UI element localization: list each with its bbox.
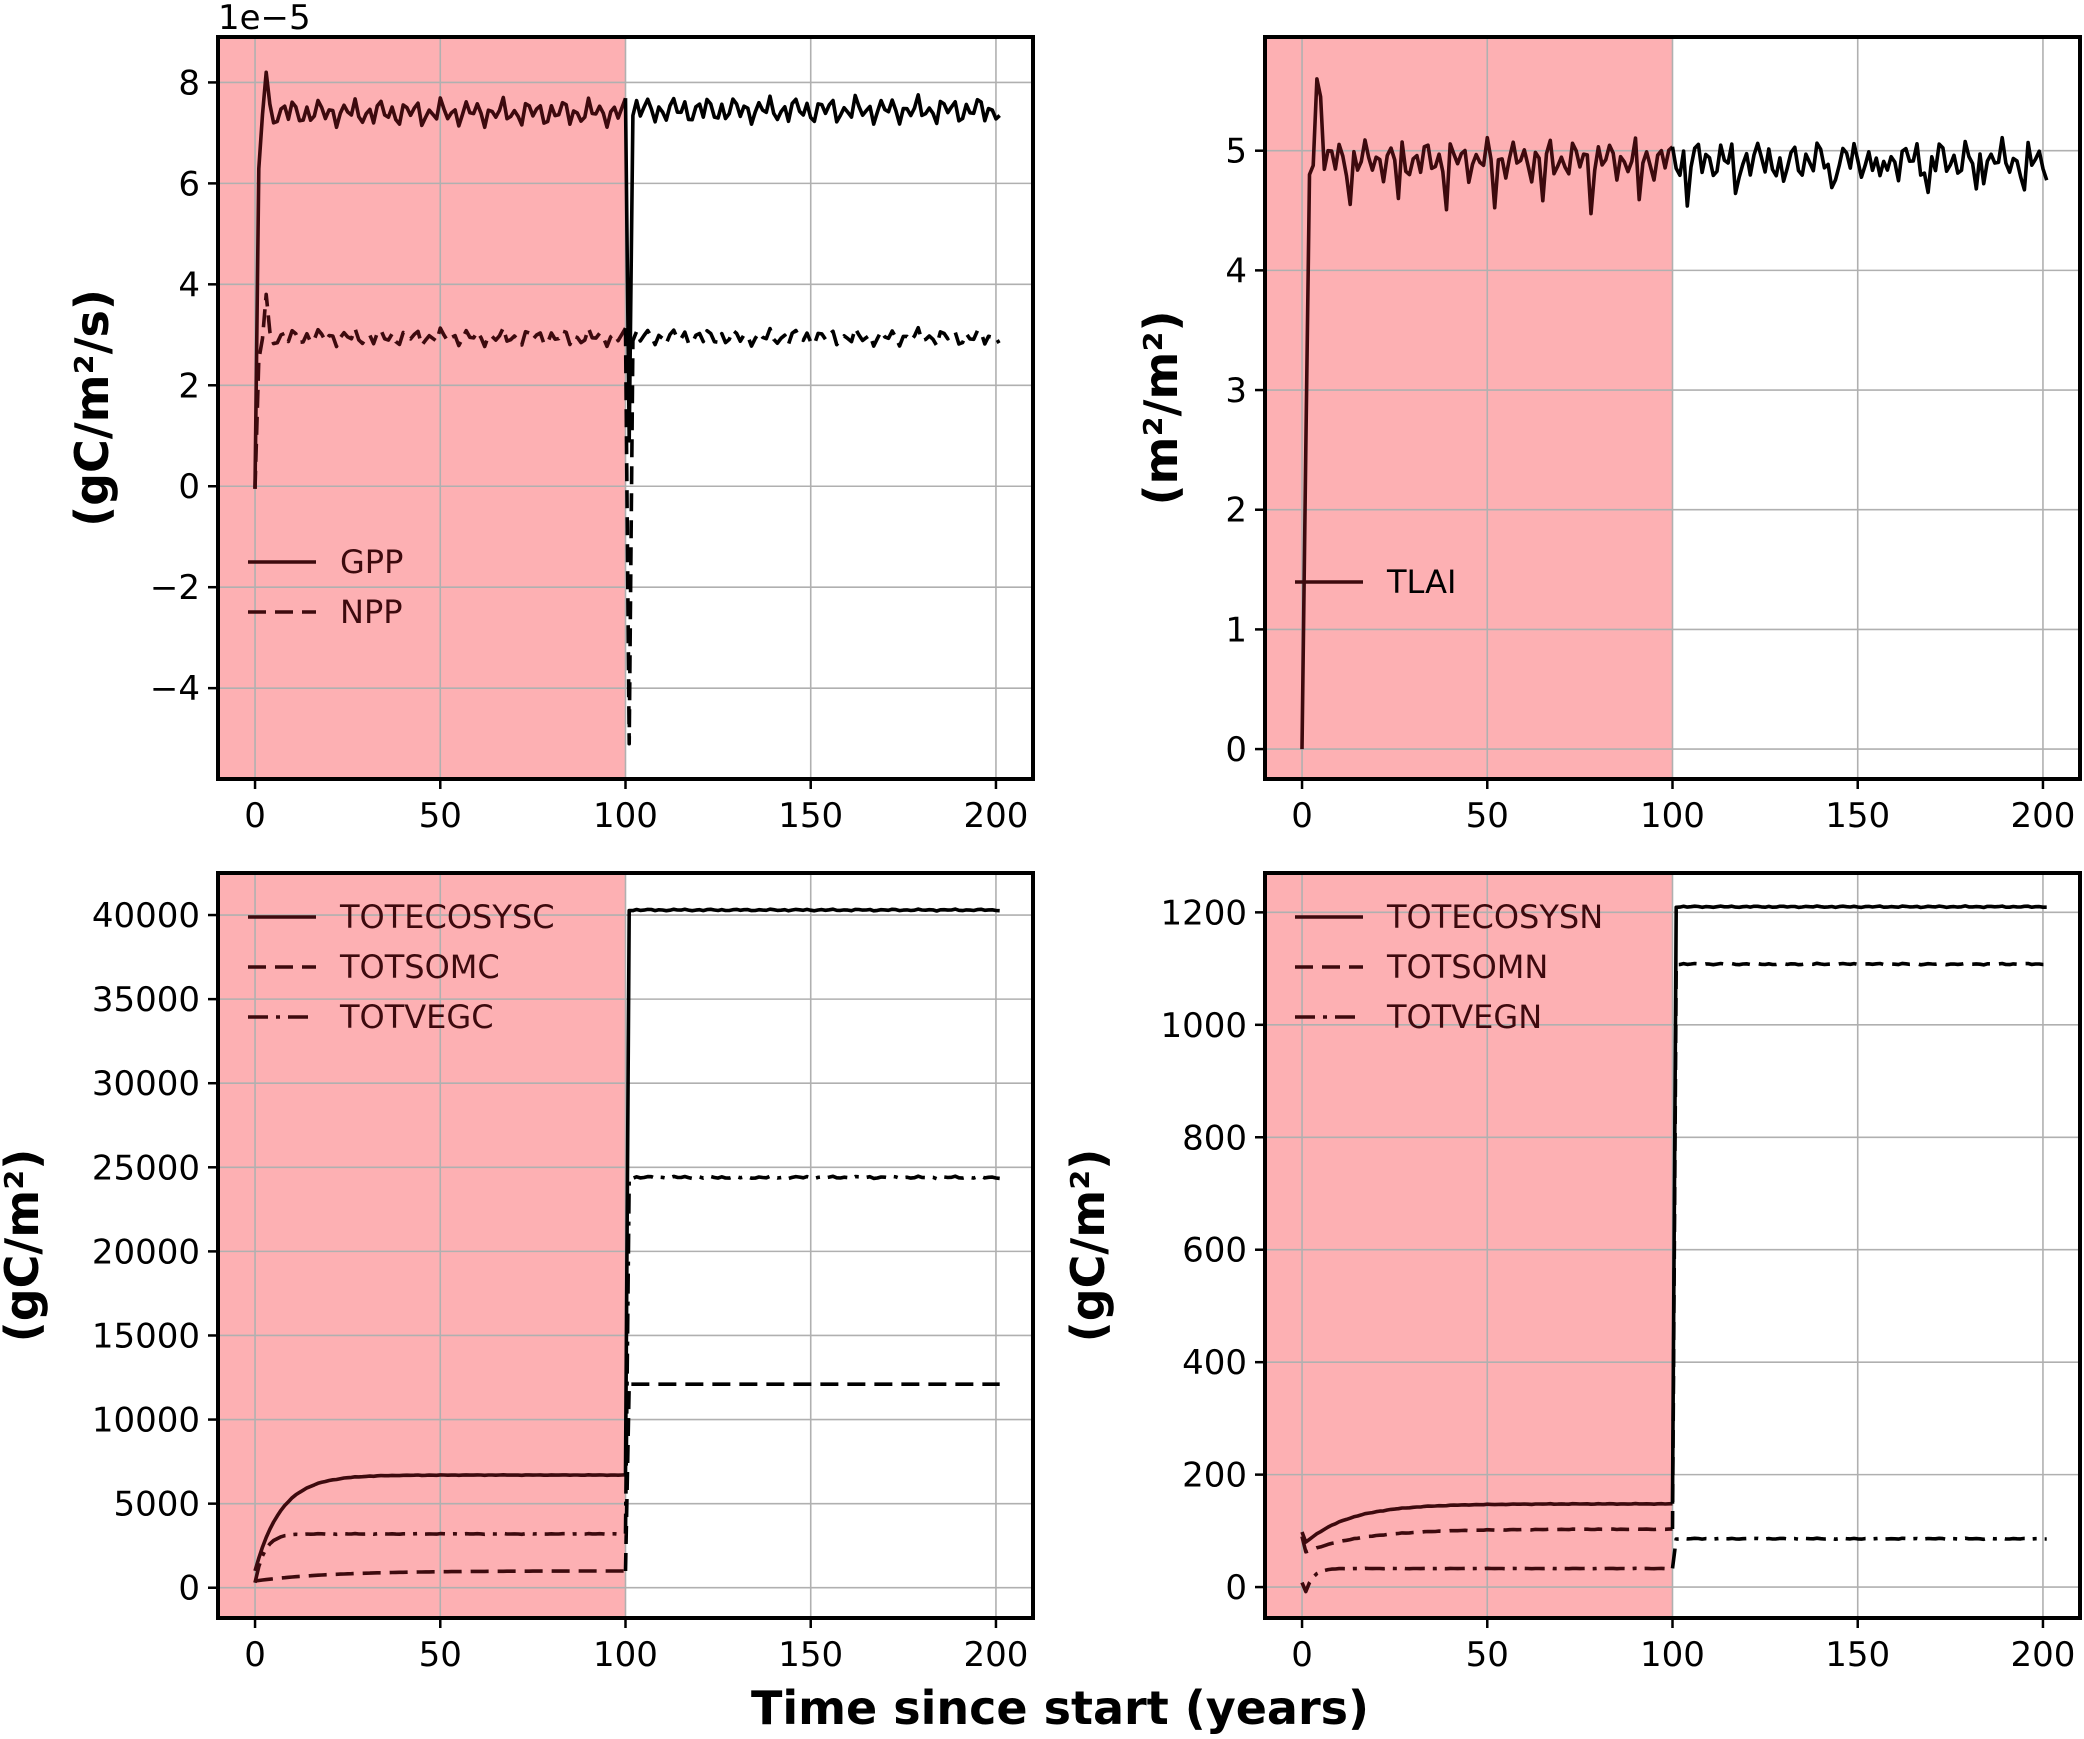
y-tick-label: 2 (178, 366, 200, 406)
y-tick-label: 5000 (113, 1485, 200, 1525)
chart-panel-2: 0 50 100 150 200 0 1 2 3 4 5 (m²/m²) TLAI (1134, 35, 2082, 836)
x-axis-title: Time since start (years) (751, 1681, 1369, 1735)
shaded-region (1265, 873, 1673, 1618)
series-line-gpp-spinup (253, 70, 628, 489)
y-tick-label: 800 (1182, 1118, 1247, 1158)
chart-panel-3: 0 50 100 150 200 0 5000 10000 15000 20000 25000 300… (0, 871, 1035, 1675)
series-line-tlai-spinup (1300, 77, 1674, 750)
x-tick-label: 150 (778, 796, 843, 836)
y-tick-label: 3 (1225, 371, 1247, 411)
series-line-totvegc-spinup (253, 1531, 626, 1584)
series-line-npp-spinup (253, 292, 628, 489)
y-tick-label: 1200 (1160, 893, 1247, 933)
y-tick-label: 400 (1182, 1343, 1247, 1383)
y-tick-label: 30000 (92, 1064, 200, 1104)
y-tick-label: 2 (1225, 491, 1247, 531)
legend: GPP NPP (248, 543, 403, 631)
y-tick-label: 200 (1182, 1456, 1247, 1496)
y-tick-label: 35000 (92, 980, 200, 1020)
x-tick-label: 200 (964, 1635, 1029, 1675)
y-tick-label: 10000 (92, 1401, 200, 1441)
y-tick-label: 5 (1225, 132, 1247, 172)
series-line-gpp (623, 93, 1001, 443)
x-tick-label: 150 (1825, 796, 1890, 836)
x-tick-label: 0 (244, 1635, 266, 1675)
y-axis-title: (gC/m²) (0, 1149, 49, 1343)
x-tick-label: 50 (419, 796, 462, 836)
legend-label-tlai: TLAI (1386, 563, 1456, 601)
legend-label-totecosysn: TOTECOSYSN (1386, 898, 1603, 936)
x-tick-label: 50 (1466, 1635, 1509, 1675)
x-tick-label: 100 (1640, 796, 1705, 836)
y-tick-label: 4 (178, 265, 200, 305)
series-line-totecosysn-spinup (1300, 1501, 1673, 1544)
x-tick-label: 100 (593, 796, 658, 836)
x-tick-label: 50 (419, 1635, 462, 1675)
shaded-region (218, 873, 626, 1618)
x-tick-label: 0 (244, 796, 266, 836)
y-offset-label: 1e−5 (218, 0, 311, 38)
legend-label-npp: NPP (340, 593, 403, 631)
y-axis-title: (gC/m²) (1061, 1149, 1115, 1343)
y-tick-label: 25000 (92, 1148, 200, 1188)
y-tick-label: 8 (178, 63, 200, 103)
x-tick-label: 100 (1640, 1635, 1705, 1675)
y-tick-label: 1 (1225, 610, 1247, 650)
series-line-tlai (1670, 135, 2049, 208)
y-tick-label: 600 (1182, 1231, 1247, 1271)
y-tick-label: 0 (178, 467, 200, 507)
legend-label-totvegc: TOTVEGC (339, 998, 494, 1036)
y-tick-label: 15000 (92, 1316, 200, 1356)
x-tick-label: 200 (2011, 1635, 2076, 1675)
y-tick-label: 40000 (92, 896, 200, 936)
legend: TOTECOSYSN TOTSOMN TOTVEGN (1295, 898, 1603, 1036)
x-tick-label: 0 (1291, 796, 1313, 836)
y-axis-title: (m²/m²) (1134, 310, 1188, 505)
legend: TOTECOSYSC TOTSOMC TOTVEGC (248, 898, 555, 1036)
series-line-totecosysc (623, 907, 1000, 1475)
series-line-totsomc-spinup (254, 1569, 626, 1583)
series-line-npp (623, 325, 1001, 746)
x-tick-label: 50 (1466, 796, 1509, 836)
x-tick-label: 150 (1825, 1635, 1890, 1675)
y-tick-label: 0 (1225, 1568, 1247, 1608)
series-line-totecosysc-spinup (253, 1473, 626, 1572)
x-tick-label: 0 (1291, 1635, 1313, 1675)
legend-label-gpp: GPP (340, 543, 403, 581)
x-tick-label: 200 (964, 796, 1029, 836)
x-tick-label: 150 (778, 1635, 843, 1675)
series-line-totvegn-spinup (1300, 1566, 1673, 1594)
shaded-region (218, 37, 626, 779)
y-tick-label: 1000 (1160, 1006, 1247, 1046)
y-tick-label: −4 (150, 669, 200, 709)
series-line-totvegc (623, 1174, 1000, 1534)
y-tick-label: −2 (150, 568, 200, 608)
legend: TLAI (1295, 563, 1456, 601)
legend-label-totsomc: TOTSOMC (339, 948, 500, 986)
y-tick-label: 20000 (92, 1232, 200, 1272)
y-axis-title: (gC/m²/s) (65, 289, 119, 527)
series-line-totvegn (1670, 1536, 2047, 1569)
series-line-totecosysn (1670, 904, 2047, 1504)
x-tick-label: 200 (2011, 796, 2076, 836)
chart-panel-4: 0 50 100 150 200 0 200 400 600 800 1000 1200 (gC/m²)… (1061, 871, 2082, 1675)
y-tick-label: 0 (178, 1569, 200, 1609)
x-tick-label: 100 (593, 1635, 658, 1675)
legend-label-totsomn: TOTSOMN (1386, 948, 1548, 986)
legend-label-totecosysc: TOTECOSYSC (339, 898, 555, 936)
y-tick-label: 4 (1225, 251, 1247, 291)
series-line-totsomn-spinup (1300, 1527, 1673, 1554)
legend-label-totvegn: TOTVEGN (1386, 998, 1542, 1036)
series-line-totsomn (1670, 961, 2047, 1530)
y-tick-label: 0 (1225, 730, 1247, 770)
chart-panel-1: 0 50 100 150 200 −4 −2 0 2 4 6 8 1e−5 (gC/m²/s) GPP NPP (65, 0, 1035, 836)
series-line-totsomc (623, 1382, 1000, 1572)
y-tick-label: 6 (178, 164, 200, 204)
